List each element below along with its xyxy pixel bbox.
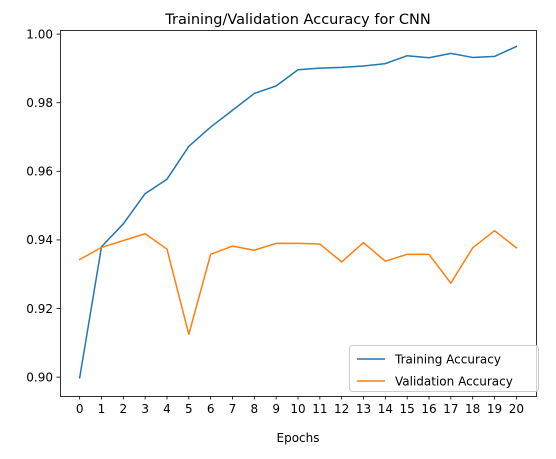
x-tick-label: 0 <box>76 402 84 416</box>
x-tick-label: 4 <box>163 402 171 416</box>
x-axis: 0 1 2 3 4 5 6 7 8 9 10 11 12 13 14 15 16 17 18 19 20 <box>76 396 524 416</box>
x-tick-label: 5 <box>185 402 193 416</box>
x-tick-label: 7 <box>229 402 237 416</box>
x-tick-label: 3 <box>141 402 149 416</box>
y-axis: 0.90 0.92 0.94 0.96 0.98 1.00 <box>26 27 60 384</box>
x-tick-label: 15 <box>400 402 415 416</box>
y-tick-label: 0.94 <box>26 233 53 247</box>
x-tick-label: 9 <box>272 402 280 416</box>
x-tick-label: 18 <box>465 402 480 416</box>
y-tick-label: 0.98 <box>26 96 53 110</box>
plot-area-frame <box>60 30 537 397</box>
y-tick-label: 0.92 <box>26 302 53 316</box>
x-tick-label: 6 <box>207 402 215 416</box>
x-tick-label: 20 <box>509 402 524 416</box>
x-tick-label: 17 <box>443 402 458 416</box>
x-tick-label: 2 <box>120 402 128 416</box>
series-line-0 <box>78 45 518 379</box>
x-tick-label: 8 <box>251 402 259 416</box>
y-tick-label: 0.90 <box>26 370 53 384</box>
legend-label-0: Training Accuracy <box>394 353 501 367</box>
x-axis-label: Epochs <box>277 431 320 445</box>
chart-title: Training/Validation Accuracy for CNN <box>164 12 430 28</box>
x-tick-label: 10 <box>290 402 305 416</box>
series-line-1 <box>78 229 518 336</box>
x-tick-label: 16 <box>421 402 436 416</box>
x-tick-label: 1 <box>98 402 106 416</box>
x-tick-label: 12 <box>334 402 349 416</box>
y-tick-label: 0.96 <box>26 165 53 179</box>
x-tick-label: 11 <box>312 402 327 416</box>
legend-label-1: Validation Accuracy <box>395 375 513 389</box>
x-tick-label: 19 <box>487 402 502 416</box>
y-tick-label: 1.00 <box>26 27 53 41</box>
legend: Training Accuracy Validation Accuracy <box>349 345 539 392</box>
series-layer <box>78 45 518 379</box>
x-tick-label: 14 <box>378 402 393 416</box>
x-tick-label: 13 <box>356 402 371 416</box>
legend-frame <box>349 345 539 392</box>
